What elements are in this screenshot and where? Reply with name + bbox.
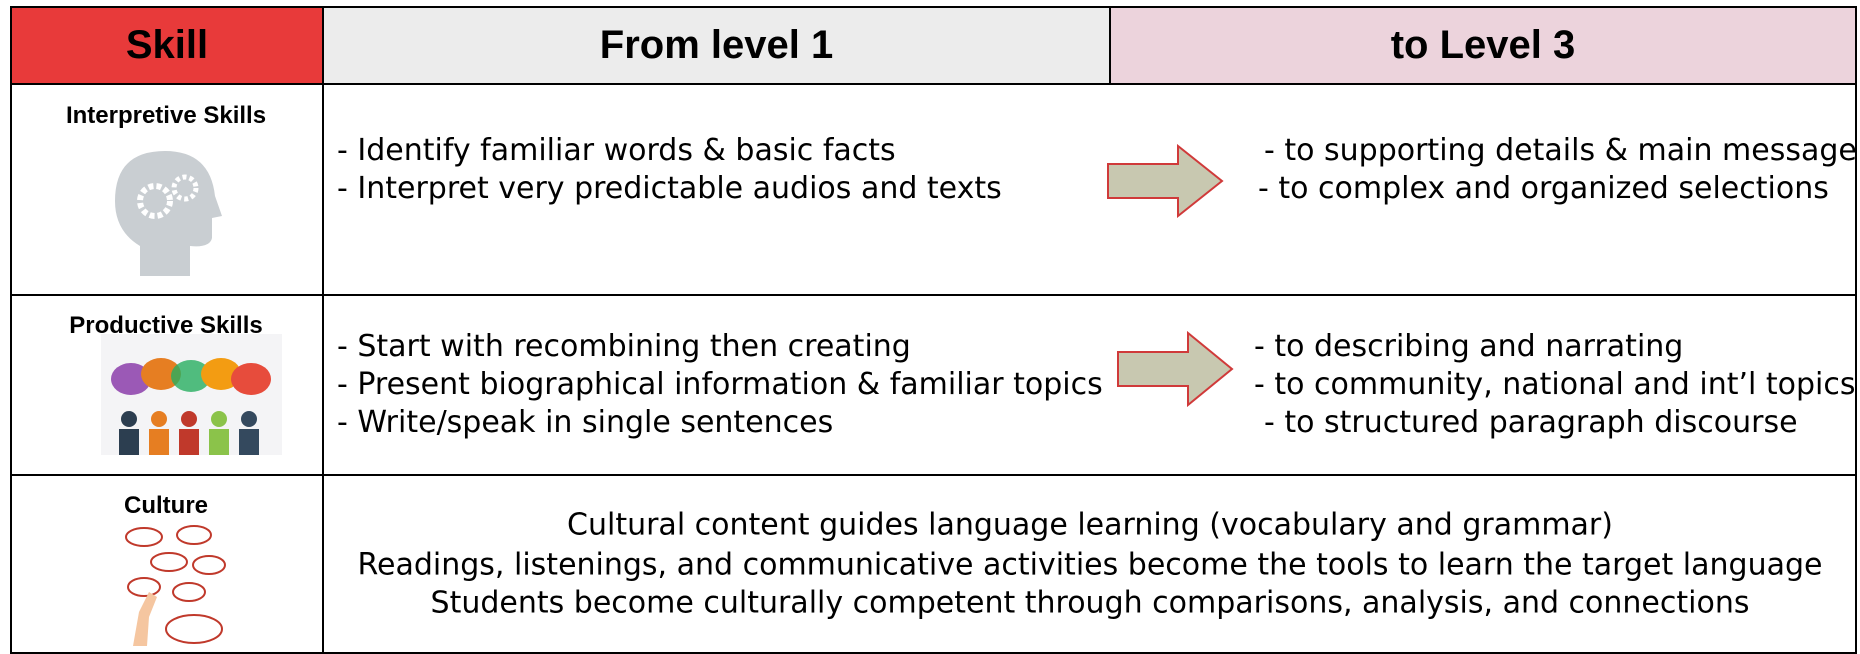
culture-text: Readings, listenings, and communicative … bbox=[357, 547, 1823, 583]
to-text: - to supporting details & main message bbox=[1264, 133, 1857, 168]
header-text: Skill bbox=[125, 23, 209, 67]
from-text: - Interpret very predictable audios and … bbox=[337, 171, 1002, 206]
to-text: - to complex and organized selections bbox=[1258, 171, 1829, 206]
header-cell: to Level 3 bbox=[1109, 6, 1857, 85]
head-icon bbox=[115, 151, 222, 276]
culture-text: Cultural content guides language learnin… bbox=[567, 507, 1613, 543]
from-text: - Write/speak in single sentences bbox=[337, 405, 834, 440]
skill-label: Interpretive Skills bbox=[65, 102, 267, 129]
people-icon bbox=[101, 334, 282, 455]
arrow bbox=[1107, 144, 1224, 218]
to-text: - to structured paragraph discourse bbox=[1264, 405, 1798, 440]
skill-label: Culture bbox=[124, 492, 208, 519]
to-text: - to community, national and int’l topic… bbox=[1254, 367, 1856, 402]
culture-text: Students become culturally competent thr… bbox=[430, 585, 1750, 621]
from-text: - Present biographical information & fam… bbox=[337, 367, 1103, 402]
from-text: - Identify familiar words & basic facts bbox=[337, 133, 896, 168]
header-cell: Skill bbox=[10, 6, 324, 85]
header-text: to Level 3 bbox=[1390, 23, 1576, 67]
arrow bbox=[1117, 331, 1234, 407]
header-text: From level 1 bbox=[599, 23, 834, 67]
from-text: - Start with recombining then creating bbox=[337, 329, 911, 364]
diagram-icon bbox=[125, 525, 226, 646]
to-text: - to describing and narrating bbox=[1254, 329, 1684, 364]
header-cell: From level 1 bbox=[322, 6, 1111, 85]
